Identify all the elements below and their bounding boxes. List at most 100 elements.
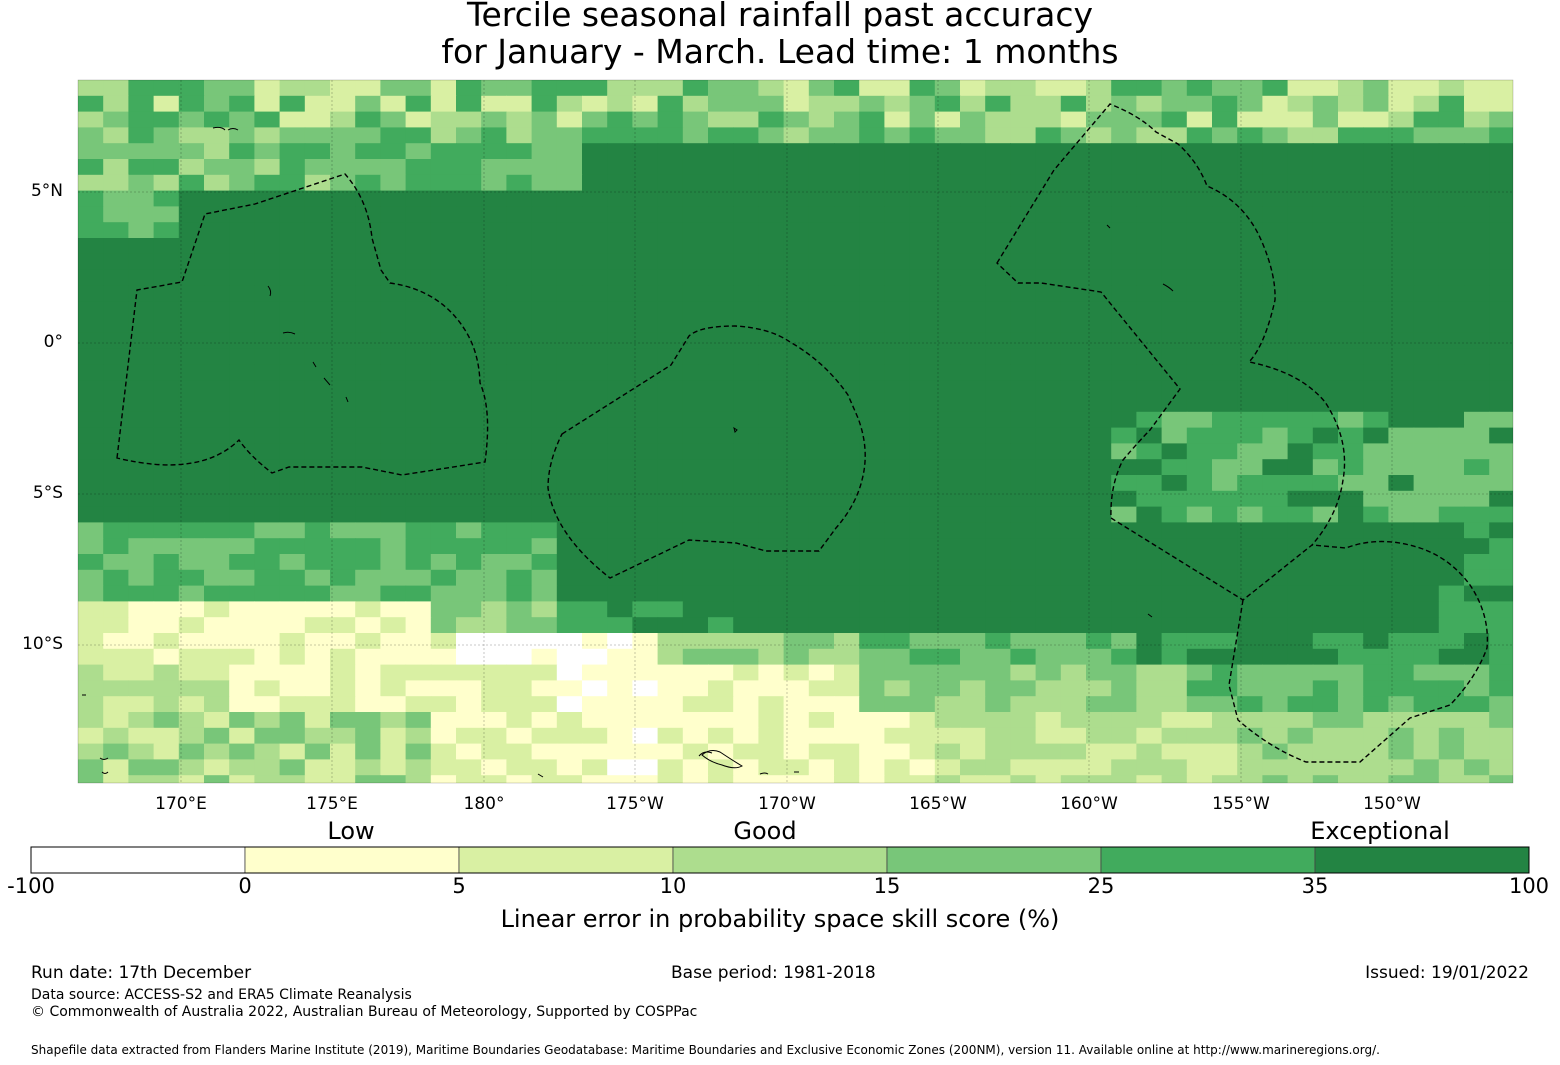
grid-cell bbox=[380, 206, 407, 223]
grid-cell bbox=[1312, 380, 1339, 397]
grid-cell bbox=[582, 743, 608, 760]
grid-cell bbox=[884, 174, 911, 192]
grid-cell bbox=[556, 111, 583, 128]
grid-cell bbox=[909, 238, 936, 255]
grid-cell bbox=[1237, 759, 1263, 776]
grid-cell bbox=[1262, 727, 1289, 745]
grid-cell bbox=[1161, 174, 1188, 192]
grid-cell bbox=[78, 443, 104, 460]
grid-cell bbox=[985, 633, 1011, 650]
grid-cell bbox=[506, 585, 533, 602]
grid-cell bbox=[1312, 159, 1339, 176]
grid-cell bbox=[229, 285, 255, 302]
grid-cell bbox=[1388, 585, 1415, 602]
grid-cell bbox=[506, 285, 533, 302]
grid-cell bbox=[1489, 696, 1513, 713]
grid-cell bbox=[1086, 648, 1112, 666]
legend-swatch-0 bbox=[30, 846, 246, 874]
grid-cell bbox=[607, 253, 633, 271]
grid-cell bbox=[1111, 95, 1137, 113]
grid-cell bbox=[1262, 174, 1289, 192]
grid-cell bbox=[78, 712, 104, 729]
grid-cell bbox=[304, 759, 331, 776]
grid-cell bbox=[808, 332, 835, 350]
grid-cell bbox=[960, 269, 986, 286]
grid-cell bbox=[708, 396, 734, 413]
grid-cell bbox=[405, 443, 432, 460]
grid-cell bbox=[1262, 222, 1289, 239]
grid-cell bbox=[1312, 206, 1339, 223]
grid-cell bbox=[758, 206, 785, 223]
grid-cell bbox=[531, 633, 558, 650]
grid-cell bbox=[733, 396, 759, 413]
grid-cell bbox=[1186, 617, 1213, 634]
grid-cell bbox=[632, 380, 659, 397]
grid-cell bbox=[1035, 143, 1062, 160]
grid-cell bbox=[204, 506, 230, 523]
grid-cell bbox=[330, 680, 356, 697]
grid-cell bbox=[1111, 427, 1137, 444]
grid-cell bbox=[607, 617, 633, 634]
grid-cell bbox=[1237, 206, 1263, 223]
grid-cell bbox=[1111, 506, 1137, 523]
grid-cell bbox=[1413, 569, 1440, 587]
grid-cell bbox=[430, 569, 457, 587]
grid-cell bbox=[1060, 206, 1087, 223]
grid-cell bbox=[1338, 664, 1364, 681]
grid-cell bbox=[733, 554, 759, 571]
grid-cell bbox=[430, 317, 457, 334]
grid-cell bbox=[254, 301, 281, 318]
grid-cell bbox=[657, 111, 684, 128]
grid-cell bbox=[279, 269, 306, 286]
grid-cell bbox=[1086, 111, 1112, 128]
grid-cell bbox=[556, 648, 583, 666]
grid-cell bbox=[783, 538, 810, 555]
grid-cell bbox=[909, 348, 936, 365]
grid-cell bbox=[834, 411, 860, 429]
grid-cell bbox=[405, 111, 432, 128]
grid-cell bbox=[960, 317, 986, 334]
grid-cell bbox=[960, 332, 986, 350]
grid-cell bbox=[985, 380, 1011, 397]
grid-cell bbox=[758, 601, 785, 618]
grid-cell bbox=[103, 522, 129, 539]
grid-cell bbox=[657, 554, 684, 571]
grid-cell bbox=[380, 554, 407, 571]
grid-cell bbox=[1489, 143, 1513, 160]
grid-cell bbox=[1338, 617, 1364, 634]
grid-cell bbox=[78, 301, 104, 318]
grid-cell bbox=[204, 759, 230, 776]
grid-cell bbox=[1186, 459, 1213, 476]
grid-cell bbox=[204, 569, 230, 587]
grid-cell bbox=[380, 775, 407, 783]
legend-swatch-1 bbox=[244, 846, 460, 874]
grid-cell bbox=[1186, 159, 1213, 176]
grid-cell bbox=[1212, 143, 1238, 160]
grid-cell bbox=[657, 696, 684, 713]
grid-cell bbox=[1312, 648, 1339, 666]
grid-cell bbox=[229, 190, 255, 207]
grid-cell bbox=[304, 506, 331, 523]
grid-cell bbox=[934, 554, 961, 571]
grid-cell bbox=[909, 285, 936, 302]
grid-cell bbox=[1161, 206, 1188, 223]
grid-cell bbox=[78, 285, 104, 302]
grid-cell bbox=[657, 127, 684, 144]
grid-cell bbox=[405, 775, 432, 783]
grid-cell bbox=[1237, 285, 1263, 302]
grid-cell bbox=[733, 380, 759, 397]
grid-cell bbox=[1338, 522, 1364, 539]
grid-cell bbox=[758, 775, 785, 783]
grid-cell bbox=[1161, 396, 1188, 413]
grid-cell bbox=[607, 206, 633, 223]
grid-cell bbox=[783, 269, 810, 286]
grid-cell bbox=[1111, 522, 1137, 539]
grid-cell bbox=[279, 633, 306, 650]
grid-cell bbox=[733, 522, 759, 539]
grid-cell bbox=[78, 538, 104, 555]
grid-cell bbox=[607, 506, 633, 523]
grid-cell bbox=[808, 727, 835, 745]
grid-cell bbox=[330, 174, 356, 192]
grid-cell bbox=[1489, 475, 1513, 492]
grid-cell bbox=[733, 269, 759, 286]
